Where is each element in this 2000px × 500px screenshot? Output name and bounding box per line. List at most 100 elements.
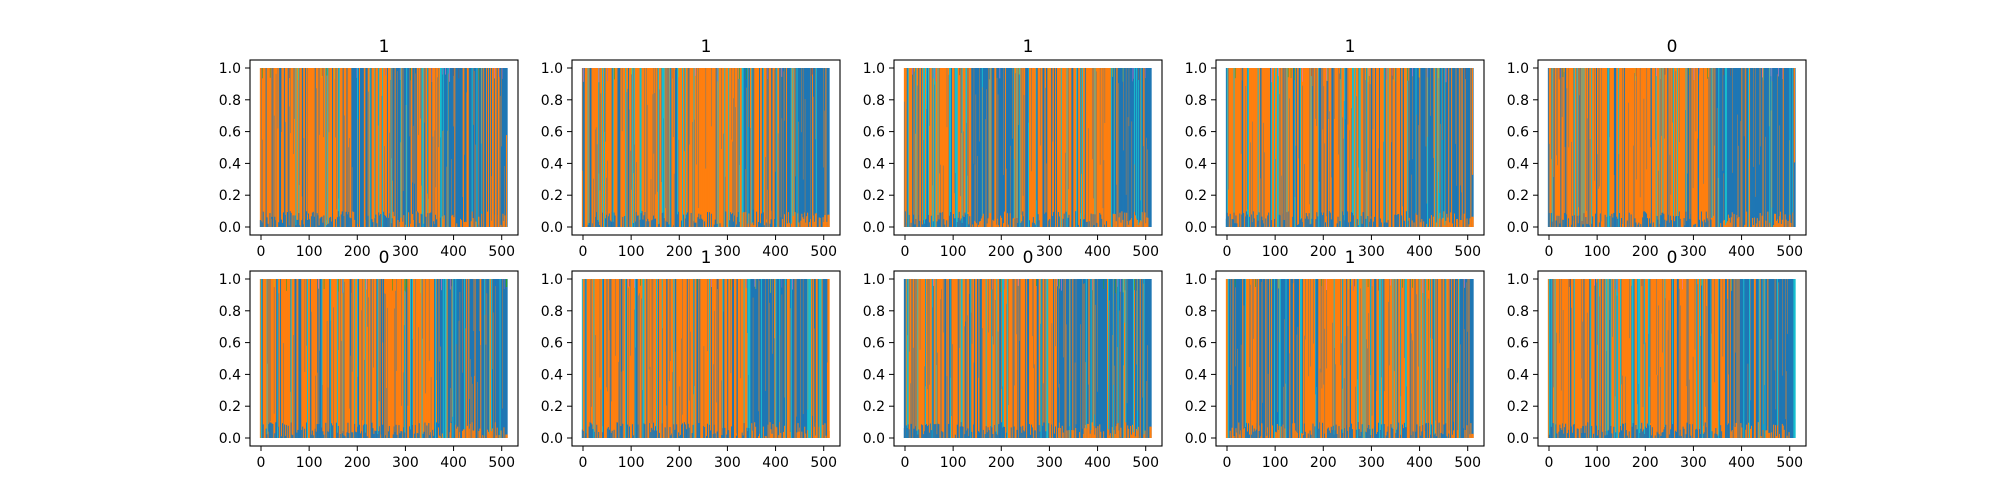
y-tick-label: 0.8: [219, 93, 241, 109]
x-tick-label: 300: [1358, 455, 1385, 471]
y-tick-label: 1.0: [1185, 272, 1207, 288]
x-tick-label: 400: [1406, 455, 1433, 471]
x-tick-label: 0: [901, 244, 910, 260]
x-tick-label: 400: [440, 455, 467, 471]
y-tick-label: 0.8: [1185, 304, 1207, 320]
series-lines: [903, 68, 1152, 227]
subplot-1: 0 100 200 300 400 500 0.0 0.2 0.4 0.6 0.8 1.0 1: [219, 37, 519, 260]
x-tick-label: 400: [1728, 244, 1755, 260]
x-tick-label: 0: [1223, 455, 1232, 471]
y-tick-label: 0.0: [541, 431, 563, 447]
y-tick-label: 1.0: [541, 272, 563, 288]
subplot-title: 0: [1667, 37, 1678, 57]
subplot-title: 0: [1023, 248, 1034, 268]
series-lines: [1547, 68, 1796, 227]
y-tick-label: 1.0: [1507, 61, 1529, 77]
axes-frame: [893, 59, 1163, 236]
y-tick-label: 0.6: [541, 125, 563, 141]
x-tick-label: 500: [488, 244, 515, 260]
subplot-title: 1: [701, 37, 712, 57]
axes-frame: [1215, 270, 1485, 447]
y-tick-label: 0.4: [541, 156, 563, 172]
y-tick-label: 0.2: [219, 188, 241, 204]
x-tick-label: 300: [1680, 244, 1707, 260]
y-tick-label: 0.4: [219, 156, 241, 172]
x-tick-label: 200: [988, 244, 1015, 260]
subplot-title: 0: [379, 248, 390, 268]
x-tick-label: 400: [762, 455, 789, 471]
y-tick-label: 0.0: [1185, 220, 1207, 236]
y-tick-label: 0.4: [219, 367, 241, 383]
y-tick-label: 0.0: [1185, 431, 1207, 447]
x-tick-label: 200: [344, 244, 371, 260]
x-tick-label: 300: [1358, 244, 1385, 260]
y-tick-label: 0.4: [1185, 156, 1207, 172]
x-tick-label: 200: [666, 244, 693, 260]
y-tick-label: 0.0: [863, 220, 885, 236]
y-tick-label: 1.0: [863, 61, 885, 77]
series-lines: [1225, 279, 1474, 438]
x-tick-label: 500: [810, 244, 837, 260]
y-tick-label: 0.6: [1185, 125, 1207, 141]
x-tick-label: 200: [344, 455, 371, 471]
y-tick-label: 1.0: [863, 272, 885, 288]
x-tick-label: 0: [579, 244, 588, 260]
y-tick-label: 0.8: [541, 93, 563, 109]
x-tick-label: 100: [940, 455, 967, 471]
y-tick-label: 0.6: [863, 336, 885, 352]
axes-frame: [249, 59, 519, 236]
y-tick-label: 0.0: [219, 220, 241, 236]
x-tick-label: 0: [1545, 244, 1554, 260]
y-tick-label: 0.2: [541, 399, 563, 415]
x-tick-label: 500: [1132, 455, 1159, 471]
x-tick-label: 0: [257, 455, 266, 471]
x-tick-label: 200: [666, 455, 693, 471]
axes-frame: [1537, 59, 1807, 236]
subplot-title: 1: [1345, 248, 1356, 268]
x-tick-label: 100: [1262, 455, 1289, 471]
x-tick-label: 200: [1632, 244, 1659, 260]
y-tick-label: 0.2: [863, 399, 885, 415]
x-tick-label: 500: [1132, 244, 1159, 260]
x-tick-label: 400: [762, 244, 789, 260]
y-tick-label: 0.0: [541, 220, 563, 236]
y-tick-label: 0.6: [1185, 336, 1207, 352]
subplot-3: 0 100 200 300 400 500 0.0 0.2 0.4 0.6 0.8 1.0 1: [863, 37, 1163, 260]
y-tick-label: 1.0: [541, 61, 563, 77]
y-tick-label: 0.0: [1507, 220, 1529, 236]
y-tick-label: 1.0: [1185, 61, 1207, 77]
y-tick-label: 0.0: [219, 431, 241, 447]
y-tick-label: 0.2: [1507, 188, 1529, 204]
subplot-6: 0 100 200 300 400 500 0.0 0.2 0.4 0.6 0.8 1.0 0: [219, 248, 519, 471]
x-tick-label: 500: [488, 455, 515, 471]
x-tick-label: 100: [940, 244, 967, 260]
y-tick-label: 0.4: [1507, 156, 1529, 172]
series-lines: [903, 279, 1152, 438]
x-tick-label: 100: [296, 455, 323, 471]
axes-frame: [571, 59, 841, 236]
y-tick-label: 0.6: [541, 336, 563, 352]
x-tick-label: 400: [1084, 455, 1111, 471]
x-tick-label: 100: [296, 244, 323, 260]
subplot-9: 0 100 200 300 400 500 0.0 0.2 0.4 0.6 0.8 1.0 1: [1185, 248, 1485, 471]
x-tick-label: 300: [714, 455, 741, 471]
x-tick-label: 100: [618, 455, 645, 471]
subplot-8: 0 100 200 300 400 500 0.0 0.2 0.4 0.6 0.8 1.0 0: [863, 248, 1163, 471]
y-tick-label: 0.2: [1185, 399, 1207, 415]
x-tick-label: 100: [1584, 244, 1611, 260]
x-tick-label: 400: [1084, 244, 1111, 260]
x-tick-label: 400: [1406, 244, 1433, 260]
x-tick-label: 200: [1310, 244, 1337, 260]
axes-frame: [893, 270, 1163, 447]
y-tick-label: 0.8: [1507, 93, 1529, 109]
y-tick-label: 0.6: [863, 125, 885, 141]
y-tick-label: 0.6: [219, 125, 241, 141]
series-lines: [581, 68, 830, 227]
axes-frame: [571, 270, 841, 447]
x-tick-label: 300: [1036, 455, 1063, 471]
y-tick-label: 0.4: [863, 367, 885, 383]
x-tick-label: 0: [901, 455, 910, 471]
x-tick-label: 300: [392, 455, 419, 471]
y-tick-label: 0.6: [219, 336, 241, 352]
x-tick-label: 300: [392, 244, 419, 260]
